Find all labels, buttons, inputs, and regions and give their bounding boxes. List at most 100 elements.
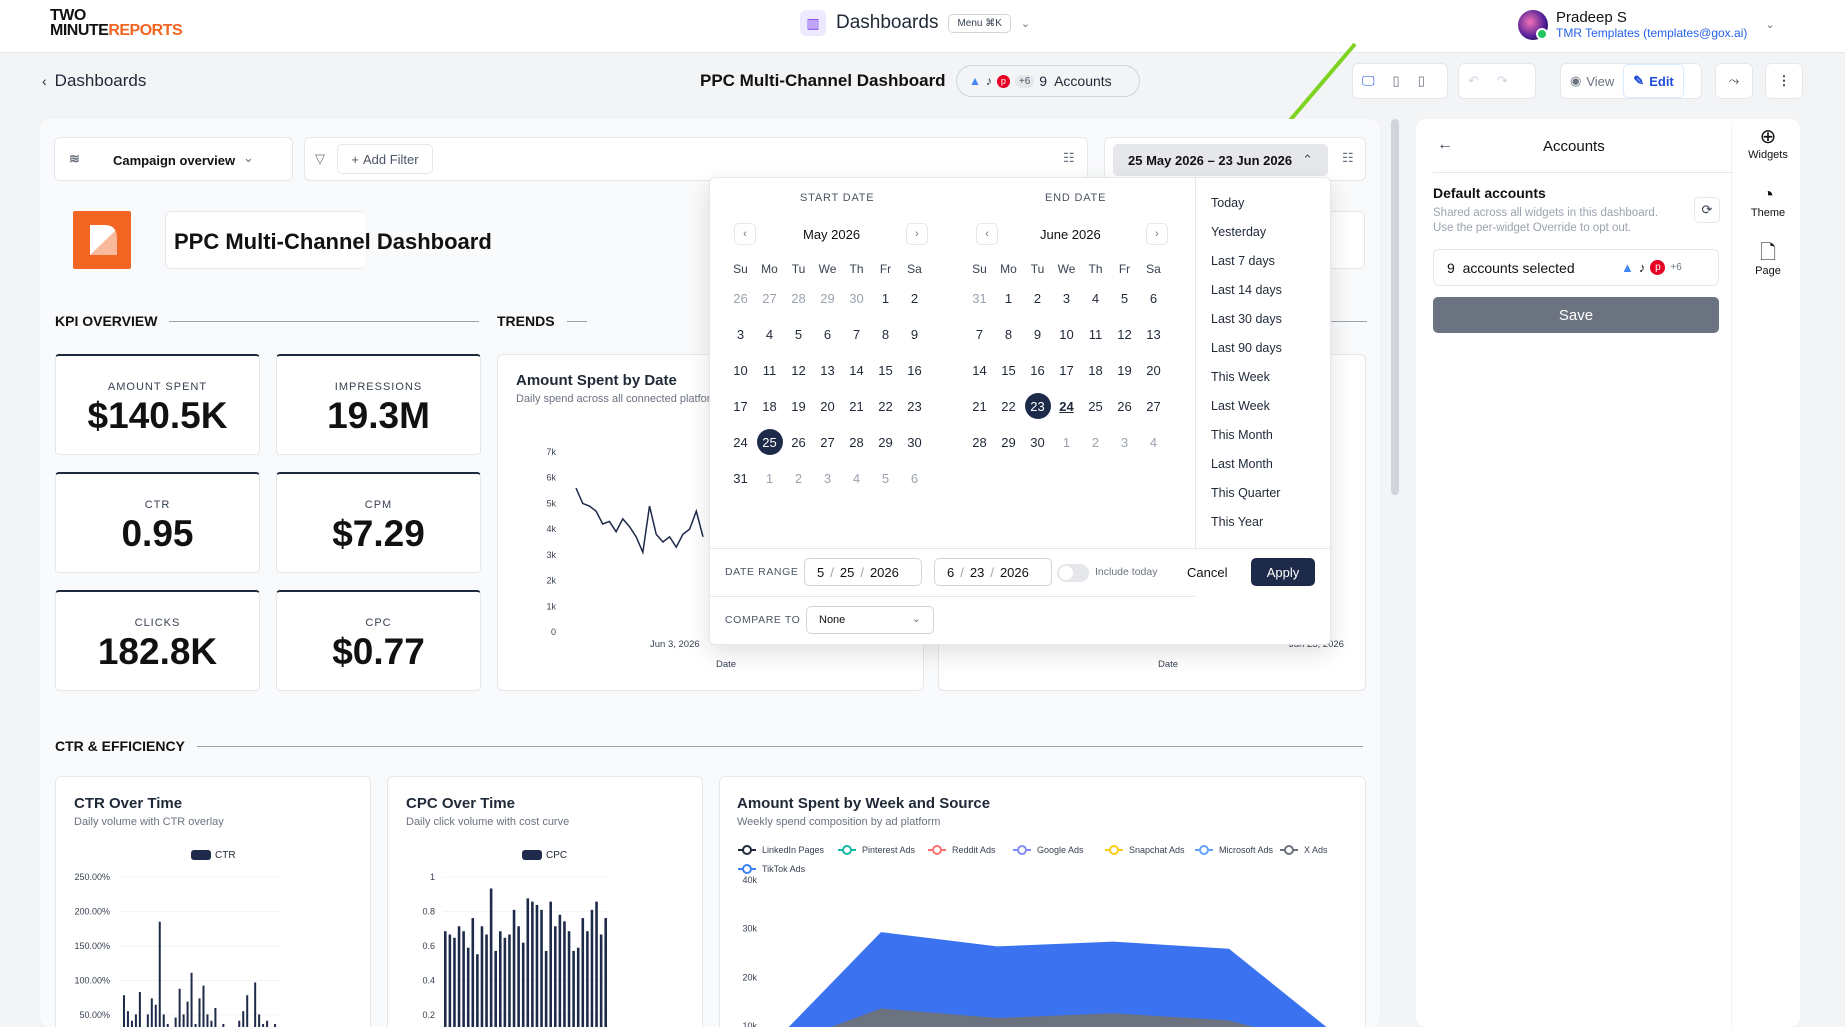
kpi-card-cpc[interactable]: CPC $0.77 — [276, 590, 481, 691]
widget-ctr-over-time[interactable]: CTR Over Time Daily volume with CTR over… — [55, 776, 371, 1027]
preset-option[interactable]: Yesterday — [1211, 225, 1267, 239]
calendar-day[interactable]: 2 — [1033, 290, 1042, 306]
calendar-day[interactable]: 25 — [755, 424, 784, 460]
preset-option[interactable]: Last 30 days — [1211, 312, 1282, 326]
calendar-day[interactable]: 22 — [878, 398, 893, 414]
undo-icon[interactable]: ↶ — [1468, 73, 1479, 88]
calendar-day[interactable]: 8 — [881, 326, 890, 342]
calendar-day[interactable]: 19 — [791, 398, 806, 414]
accounts-select[interactable]: 9 accounts selected ▲ ♪ p +6 — [1433, 249, 1719, 286]
start-month-field[interactable]: 5 — [817, 564, 825, 580]
scrollbar[interactable] — [1391, 119, 1399, 495]
mobile-icon[interactable]: ▯ — [1417, 73, 1425, 88]
calendar-day[interactable]: 2 — [910, 290, 919, 306]
calendar-day[interactable]: 11 — [762, 362, 777, 378]
calendar-day[interactable]: 22 — [1001, 398, 1016, 414]
calendar-day[interactable]: 23 — [1023, 388, 1052, 424]
avatar[interactable] — [1518, 9, 1548, 40]
calendar-day[interactable]: 8 — [1004, 326, 1013, 342]
calendar-day[interactable]: 3 — [1062, 290, 1071, 306]
calendar-day[interactable]: 23 — [907, 398, 922, 414]
calendar-day[interactable]: 12 — [1117, 326, 1132, 342]
calendar-day[interactable]: 30 — [907, 434, 922, 450]
cancel-button[interactable]: Cancel — [1187, 565, 1228, 580]
widget-cpc-over-time[interactable]: CPC Over Time Daily click volume with co… — [387, 776, 703, 1027]
calendar-day[interactable]: 3 — [736, 326, 745, 342]
view-button[interactable]: ◉ View — [1561, 64, 1623, 98]
calendar-day[interactable]: 2 — [794, 470, 803, 486]
dashboards-menu[interactable]: ▥ Dashboards Menu ⌘K ⌄ — [800, 10, 1030, 36]
calendar-day[interactable]: 6 — [910, 470, 919, 486]
arrow-left-icon[interactable]: ← — [1437, 136, 1453, 153]
calendar-day[interactable]: 1 — [1062, 434, 1071, 450]
refresh-icon[interactable]: ⟳ — [1694, 197, 1720, 223]
chevron-down-icon[interactable]: ⌄ — [1020, 17, 1031, 30]
calendar-day[interactable]: 16 — [907, 362, 922, 378]
calendar-day[interactable]: 15 — [1001, 362, 1016, 378]
calendar-day[interactable]: 4 — [1091, 290, 1100, 306]
calendar-day[interactable]: 25 — [1088, 398, 1103, 414]
campaign-selector[interactable]: ≋ Campaign overview ⌄ — [54, 137, 293, 181]
calendar-day[interactable]: 5 — [1120, 290, 1129, 306]
preset-option[interactable]: Last 7 days — [1211, 254, 1275, 268]
kpi-card-impressions[interactable]: IMPRESSIONS 19.3M — [276, 354, 481, 455]
widgets-tool[interactable]: ⊕ Widgets — [1733, 125, 1803, 161]
theme-tool[interactable]: ◔ Theme — [1733, 183, 1803, 219]
calendar-day[interactable]: 20 — [820, 398, 835, 414]
share-button[interactable]: ⤳ — [1715, 63, 1753, 99]
preset-option[interactable]: This Quarter — [1211, 486, 1281, 500]
calendar-day[interactable]: 13 — [820, 362, 835, 378]
calendar-day[interactable]: 27 — [820, 434, 835, 450]
calendar-day[interactable]: 10 — [1059, 326, 1074, 342]
calendar-day[interactable]: 26 — [1117, 398, 1132, 414]
next-month-button[interactable]: › — [1146, 223, 1168, 245]
kpi-card-clicks[interactable]: CLICKS 182.8K — [55, 590, 260, 691]
tablet-icon[interactable]: ▯ — [1392, 73, 1400, 88]
calendar-day[interactable]: 5 — [881, 470, 890, 486]
calendar-day[interactable]: 29 — [1001, 434, 1016, 450]
calendar-day[interactable]: 29 — [820, 290, 835, 306]
compare-to-select[interactable]: None ⌄ — [806, 606, 934, 634]
include-today-toggle[interactable] — [1057, 564, 1089, 582]
preset-option[interactable]: Last 14 days — [1211, 283, 1282, 297]
calendar-day[interactable]: 4 — [765, 326, 774, 342]
calendar-day[interactable]: 14 — [849, 362, 864, 378]
date-range-button[interactable]: 25 May 2026 – 23 Jun 2026 ⌃ — [1113, 144, 1328, 176]
calendar-day[interactable]: 24 — [733, 434, 748, 450]
sliders-icon[interactable]: ☷ — [1063, 150, 1075, 165]
calendar-day[interactable]: 26 — [733, 290, 748, 306]
calendar-day[interactable]: 26 — [791, 434, 806, 450]
end-year-field[interactable]: 2026 — [999, 564, 1029, 580]
end-month-field[interactable]: 6 — [947, 564, 955, 580]
calendar-day[interactable]: 17 — [733, 398, 748, 414]
calendar-day[interactable]: 18 — [762, 398, 777, 414]
app-logo[interactable]: TWO MINUTEREPORTS — [50, 8, 183, 44]
calendar-day[interactable]: 30 — [1030, 434, 1045, 450]
page-tool[interactable]: 🗋 Page — [1733, 241, 1803, 277]
calendar-day[interactable]: 10 — [733, 362, 748, 378]
calendar-day[interactable]: 19 — [1117, 362, 1132, 378]
calendar-day[interactable]: 15 — [878, 362, 893, 378]
calendar-day[interactable]: 6 — [1149, 290, 1158, 306]
back-to-dashboards[interactable]: ‹ Dashboards — [42, 71, 146, 91]
calendar-day[interactable]: 12 — [791, 362, 806, 378]
add-filter-button[interactable]: + Add Filter — [337, 144, 433, 174]
prev-month-button[interactable]: ‹ — [976, 223, 998, 245]
calendar-day[interactable]: 7 — [975, 326, 984, 342]
calendar-day[interactable]: 21 — [849, 398, 864, 414]
calendar-day[interactable]: 28 — [849, 434, 864, 450]
calendar-day[interactable]: 1 — [1004, 290, 1013, 306]
kpi-card-amount-spent[interactable]: AMOUNT SPENT $140.5K — [55, 354, 260, 455]
preset-option[interactable]: Today — [1211, 196, 1245, 210]
prev-month-button[interactable]: ‹ — [734, 223, 756, 245]
calendar-day[interactable]: 28 — [972, 434, 987, 450]
preset-option[interactable]: Last Month — [1211, 457, 1273, 471]
preset-option[interactable]: This Month — [1211, 428, 1273, 442]
calendar-day[interactable]: 24 — [1059, 398, 1074, 414]
calendar-day[interactable]: 27 — [762, 290, 777, 306]
calendar-day[interactable]: 16 — [1030, 362, 1045, 378]
save-button[interactable]: Save — [1433, 297, 1719, 333]
preset-option[interactable]: This Year — [1211, 515, 1264, 529]
calendar-day[interactable]: 5 — [794, 326, 803, 342]
calendar-day[interactable]: 7 — [852, 326, 861, 342]
